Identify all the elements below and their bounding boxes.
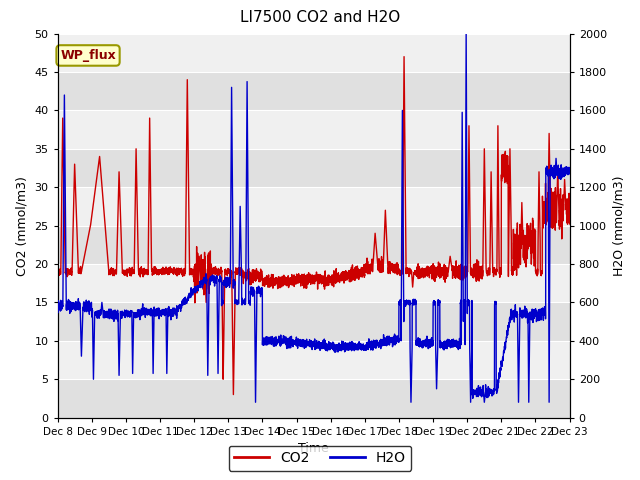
Bar bbox=[58, 379, 570, 418]
Bar bbox=[58, 72, 570, 110]
Bar bbox=[58, 34, 570, 72]
Text: WP_flux: WP_flux bbox=[60, 49, 116, 62]
Text: LI7500 CO2 and H2O: LI7500 CO2 and H2O bbox=[240, 10, 400, 24]
Bar bbox=[58, 341, 570, 379]
Y-axis label: CO2 (mmol/m3): CO2 (mmol/m3) bbox=[16, 176, 29, 276]
Bar bbox=[58, 149, 570, 187]
Bar bbox=[58, 226, 570, 264]
Legend: CO2, H2O: CO2, H2O bbox=[228, 445, 412, 471]
Y-axis label: H2O (mmol/m3): H2O (mmol/m3) bbox=[612, 175, 625, 276]
Bar bbox=[58, 264, 570, 302]
X-axis label: Time: Time bbox=[298, 442, 329, 455]
Bar bbox=[58, 187, 570, 226]
Bar bbox=[58, 302, 570, 341]
Bar bbox=[58, 110, 570, 149]
